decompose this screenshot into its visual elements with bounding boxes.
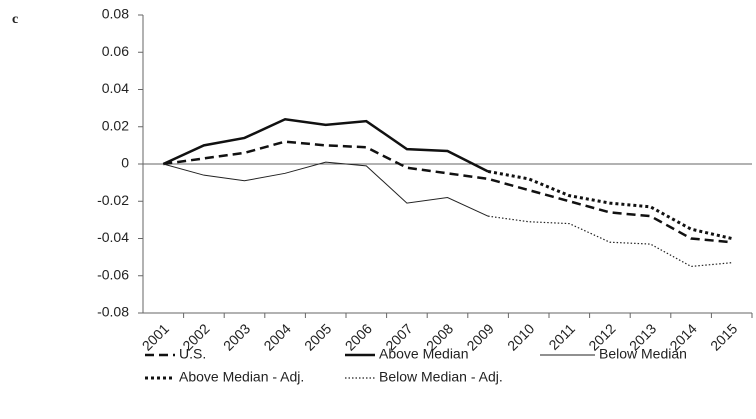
- legend-label: Above Median - Adj.: [179, 369, 304, 385]
- y-tick-label: 0.04: [102, 80, 129, 96]
- legend-label: Above Median: [379, 346, 469, 362]
- x-tick-label: 2010: [504, 320, 537, 353]
- x-tick-label: 2015: [707, 320, 740, 353]
- y-tick-label: 0: [121, 155, 129, 171]
- y-tick-label: 0.08: [102, 6, 129, 22]
- series-line: [487, 169, 733, 240]
- legend-label: Below Median: [599, 346, 687, 362]
- x-tick-label: 2011: [545, 320, 578, 353]
- y-tick-label: -0.02: [97, 192, 129, 208]
- legend-label: U.S.: [179, 346, 206, 362]
- series-line: [488, 215, 732, 268]
- series-line: [163, 161, 489, 217]
- x-tick-label: 2006: [342, 320, 375, 353]
- y-tick-label: -0.08: [97, 304, 129, 320]
- panel-label: c: [12, 12, 18, 27]
- y-tick-label: 0.02: [102, 117, 129, 133]
- series-line: [162, 118, 489, 173]
- y-tick-label: 0.06: [102, 43, 129, 59]
- legend-label: Below Median - Adj.: [379, 369, 503, 385]
- y-tick-label: -0.06: [97, 266, 129, 282]
- x-tick-label: 2005: [301, 320, 334, 353]
- x-tick-label: 2009: [463, 320, 496, 353]
- x-tick-label: 2004: [260, 320, 293, 353]
- y-tick-label: -0.04: [97, 229, 129, 245]
- x-tick-label: 2003: [220, 320, 253, 353]
- series-line: [163, 140, 732, 244]
- x-tick-label: 2001: [139, 320, 172, 353]
